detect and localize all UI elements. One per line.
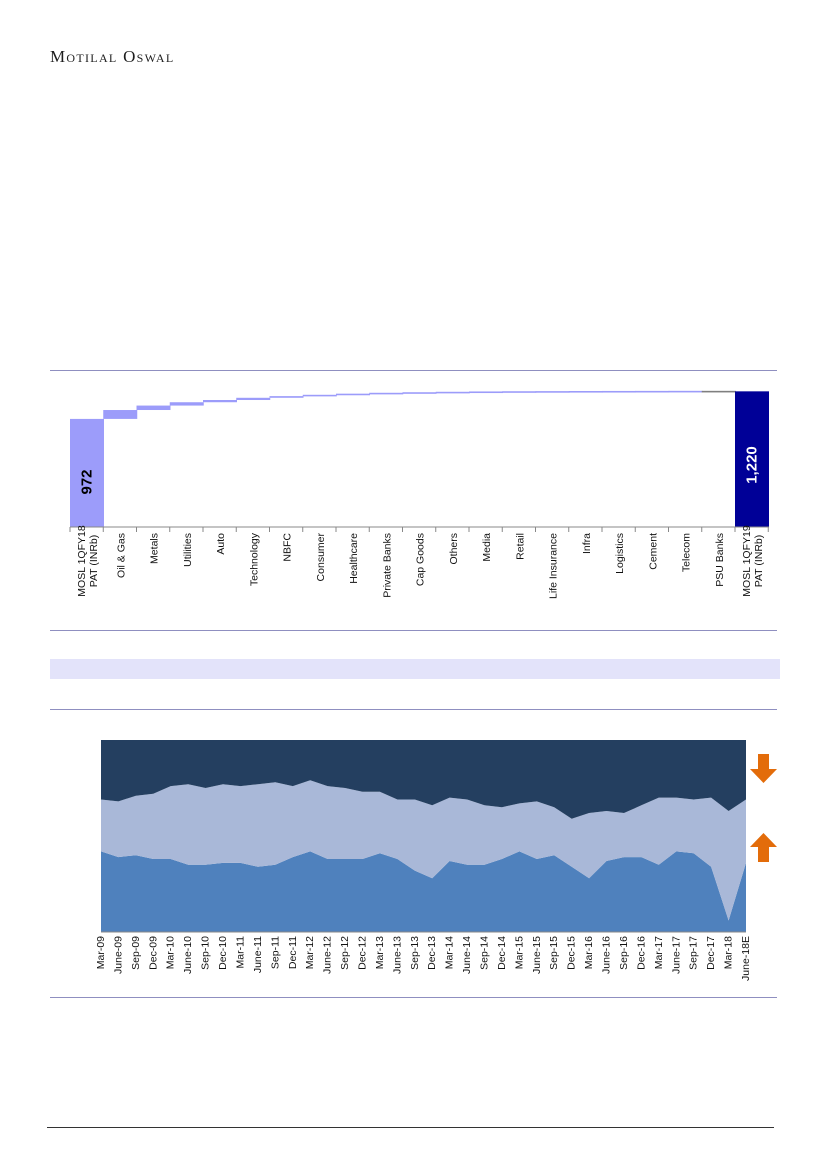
x-tick-label: Sep-13 (409, 936, 421, 970)
x-category-label: Logistics (614, 533, 626, 574)
arrow-up-icon (750, 833, 777, 862)
x-tick-label: Mar-12 (304, 936, 316, 969)
bar-change (668, 390, 703, 393)
area-middle (101, 780, 746, 921)
bar-end (735, 391, 769, 527)
x-tick-label: June-13 (391, 936, 403, 974)
bar-change (269, 396, 304, 398)
x-category-label: Metals (149, 533, 161, 564)
x-tick-label: Sep-16 (618, 936, 630, 970)
bar-change (602, 390, 636, 393)
x-tick-label: Mar-09 (95, 936, 107, 969)
arrow-down-icon (750, 754, 777, 783)
bar-change (435, 391, 470, 394)
x-tick-label: Sep-14 (479, 936, 491, 970)
x-category-label: Infra (581, 533, 593, 554)
x-tick-label: Sep-10 (200, 936, 212, 970)
x-tick-label: Mar-10 (165, 936, 177, 969)
x-category-label: Oil & Gas (115, 533, 127, 578)
x-category-label: Life Insurance (548, 533, 560, 599)
section-band (50, 659, 780, 679)
x-category-label: Healthcare (348, 533, 360, 584)
x-tick-label: June-17 (670, 936, 682, 974)
x-category-label: MOSL 1QFY19PAT (INRb) (741, 525, 765, 597)
bar-change (169, 402, 204, 406)
x-tick-label: June-16 (601, 936, 613, 974)
bar-change (336, 393, 370, 396)
x-tick-label: Sep-11 (269, 936, 281, 969)
x-tick-label: Sep-15 (548, 936, 560, 970)
x-tick-label: Dec-15 (566, 936, 578, 970)
x-category-label: Media (481, 533, 493, 562)
area-bottom (101, 851, 746, 932)
x-category-label: Utilities (182, 533, 194, 567)
chart2-top-rule (50, 709, 777, 710)
waterfall-chart: 972 1,220 MOSL 1QFY18PAT (INRb) Oil & Gas Me… (69, 390, 769, 599)
x-tick-label: Mar-17 (653, 936, 665, 969)
x-tick-label: Mar-15 (513, 936, 525, 969)
area-top (101, 740, 746, 819)
bar-start (70, 418, 104, 527)
x-tick-label: Dec-17 (705, 936, 717, 970)
bar-change (635, 390, 670, 393)
x-tick-label: June-12 (322, 936, 334, 974)
bar-change (502, 391, 537, 393)
x-category-label: Technology (248, 532, 260, 586)
bar-change (136, 405, 171, 411)
x-tick-label: June-10 (182, 936, 194, 974)
x-category-label: NBFC (282, 533, 294, 562)
x-tick-label: Dec-12 (356, 936, 368, 970)
x-tick-label: Sep-12 (339, 936, 351, 970)
x-category-label: Consumer (315, 532, 327, 581)
bar-change (302, 394, 337, 397)
x-category-label: Telecom (681, 533, 693, 572)
x-tick-label: Mar-18 (723, 936, 735, 969)
x-tick-label: June-18E (740, 936, 752, 981)
bar-change (203, 400, 237, 403)
x-category-label: Others (448, 533, 460, 565)
x-category-label: Cap Goods (415, 533, 427, 586)
x-tick-label: Dec-13 (426, 936, 438, 970)
x-tick-label: Mar-14 (444, 936, 456, 969)
x-tick-label: Mar-11 (234, 936, 246, 969)
x-category-label: MOSL 1QFY18PAT (INRb) (76, 525, 100, 597)
bar-change (701, 390, 736, 393)
bar-change (535, 391, 570, 393)
footer-rule (47, 1127, 774, 1128)
x-tick-label: Dec-09 (147, 936, 159, 970)
x-tick-label: June-14 (461, 936, 473, 974)
brand-logo: Motilal Oswal (50, 47, 175, 66)
x-tick-label: Dec-14 (496, 936, 508, 970)
x-tick-label: June-15 (531, 936, 543, 974)
x-tick-label: Mar-16 (583, 936, 595, 969)
chart1-bottom-rule (50, 630, 777, 631)
x-category-label: Cement (647, 533, 659, 570)
bar-change (469, 391, 503, 394)
start-value-label: 972 (79, 469, 96, 494)
x-tick-label: Dec-16 (635, 936, 647, 970)
bar-change (402, 392, 437, 394)
chart2-bottom-rule (50, 997, 777, 998)
x-category-label: Private Banks (381, 533, 393, 598)
end-value-label: 1,220 (744, 446, 761, 484)
x-tick-label: Mar-13 (374, 936, 386, 969)
x-tick-label: Dec-10 (217, 936, 229, 970)
x-tick-label: June-09 (112, 936, 124, 974)
bar-change (369, 392, 404, 395)
bar-change (568, 391, 603, 393)
x-category-label: PSU Banks (714, 533, 726, 587)
stacked-area-chart: Mar-09 June-09 Sep-09 Dec-09 Mar-10 June-10 Se… (95, 740, 777, 981)
x-category-label: Retail (514, 533, 526, 560)
x-category-label: Auto (215, 533, 227, 555)
x-tick-label: June-11 (252, 936, 264, 973)
x-tick-label: Sep-17 (688, 936, 700, 970)
chart1-top-rule (50, 370, 777, 371)
x-tick-label: Dec-11 (287, 936, 299, 969)
bar-change (103, 410, 138, 419)
bar-change (236, 397, 271, 401)
x-tick-label: Sep-09 (130, 936, 142, 970)
